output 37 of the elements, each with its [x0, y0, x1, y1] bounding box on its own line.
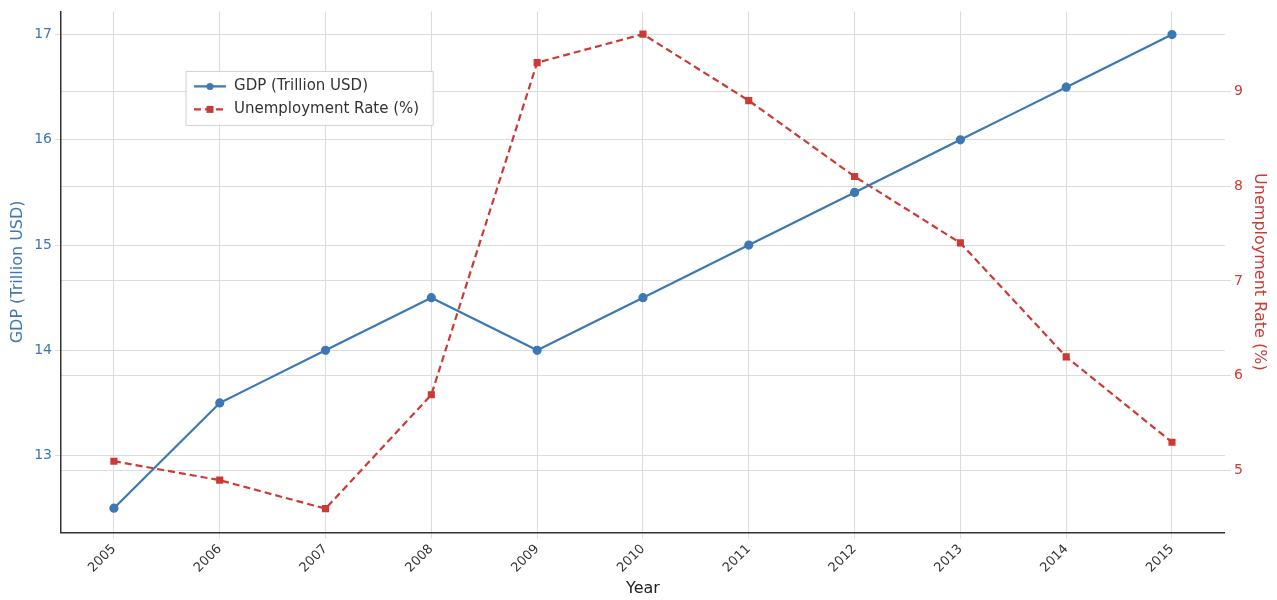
- point: [1061, 82, 1071, 92]
- y2-tick-label: 9: [1233, 81, 1243, 98]
- y-tick-label: 15: [34, 235, 53, 252]
- point: [110, 457, 118, 465]
- point: [639, 30, 647, 38]
- y-tick-label: 13: [34, 446, 53, 463]
- point: [320, 345, 331, 355]
- point: [745, 97, 753, 105]
- point: [427, 391, 435, 399]
- y2-tick-label: 7: [1233, 271, 1243, 288]
- y-tick-label: 14: [34, 340, 53, 357]
- y2-tick-label: 8: [1233, 176, 1243, 193]
- y2-tick-label: 6: [1233, 366, 1243, 383]
- point: [426, 293, 436, 303]
- point: [533, 59, 541, 67]
- point: [850, 172, 859, 181]
- point: [321, 505, 330, 513]
- x-axis-title: Year: [625, 577, 661, 597]
- y-tick-label: 16: [34, 130, 53, 147]
- point: [956, 239, 964, 247]
- point: [216, 476, 224, 484]
- y-tick-label: 17: [34, 25, 53, 42]
- point: [215, 398, 225, 408]
- point: [744, 240, 754, 250]
- y2-tick-label: 5: [1233, 461, 1243, 478]
- point: [109, 503, 119, 513]
- point: [1062, 353, 1070, 361]
- point: [532, 345, 542, 355]
- point: [849, 187, 860, 198]
- legend-label: Unemployment Rate (%): [234, 99, 420, 118]
- y2-axis-title: Unemployment Rate (%): [1251, 173, 1271, 371]
- point: [1168, 438, 1176, 446]
- point: [955, 135, 965, 145]
- legend-label: GDP (Trillion USD): [234, 76, 369, 95]
- point: [1167, 29, 1177, 40]
- point: [638, 293, 648, 303]
- y-axis-title: GDP (Trillion USD): [6, 200, 26, 344]
